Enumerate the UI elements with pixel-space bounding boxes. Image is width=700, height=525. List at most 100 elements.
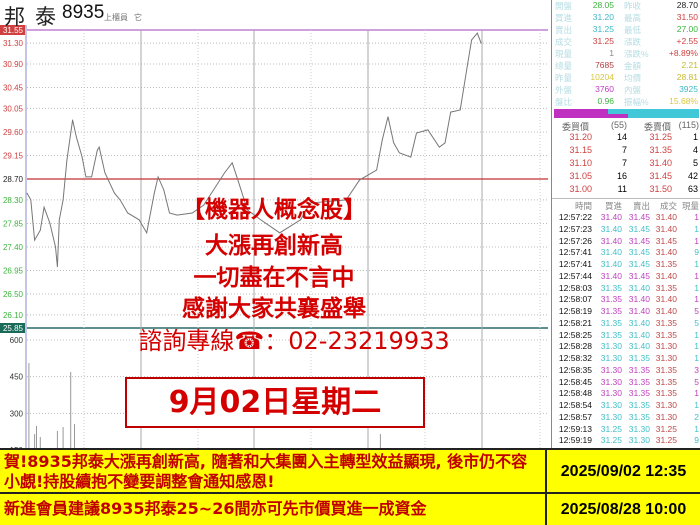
trade-time: 12:57:41 (558, 247, 592, 258)
trade-row[interactable]: 12:59:13 31.25 31.30 31.25 1 (552, 424, 700, 436)
trade-row[interactable]: 12:58:48 31.30 31.35 31.35 1 (552, 388, 700, 400)
trade-row[interactable]: 12:58:35 31.30 31.35 31.35 3 (552, 365, 700, 377)
price-point (163, 189, 165, 191)
trade-row[interactable]: 12:57:26 31.40 31.45 31.45 1 (552, 236, 700, 248)
chart-background (0, 0, 550, 450)
price-point (467, 62, 469, 64)
bid-qty: 11 (617, 184, 627, 194)
quote-value: 3760 (595, 84, 614, 94)
trade-row[interactable]: 12:58:07 31.35 31.40 31.40 1 (552, 294, 700, 306)
quote-row: 總量 7685 金額 2.21 (552, 60, 700, 72)
stock-code: 8935 (62, 2, 105, 23)
quote-label: 最高 (624, 13, 642, 23)
price-point (176, 214, 178, 216)
price-point (57, 266, 58, 268)
price-point (231, 162, 233, 164)
price-point (62, 199, 64, 201)
trade-row[interactable]: 12:57:22 31.40 31.45 31.40 1 (552, 212, 700, 224)
trade-qty: 1 (694, 329, 699, 340)
trade-row[interactable]: 12:58:32 31.30 31.35 31.30 1 (552, 353, 700, 365)
y-tick-label: 30.90 (3, 60, 24, 69)
orderbook-row[interactable]: 31.10 7 31.40 5 (552, 158, 700, 171)
y-tick-label: 29.15 (3, 151, 24, 160)
bid-qty: 7 (621, 158, 627, 168)
trade-ask: 31.45 (628, 259, 650, 269)
quote-value: 31.25 (592, 24, 614, 34)
bid-qty: 16 (616, 171, 627, 181)
y-tick-label: 31.30 (3, 39, 24, 48)
trade-price: 31.30 (655, 353, 677, 363)
trade-time: 12:58:03 (558, 282, 592, 293)
stock-name: 邦泰 (4, 6, 66, 29)
quote-label: 漲跌% (624, 49, 649, 59)
quote-label: 昨量 (555, 73, 573, 83)
price-point (381, 139, 383, 141)
trade-ask: 31.45 (628, 235, 650, 246)
trade-price: 31.40 (655, 247, 677, 258)
trade-row[interactable]: 12:57:41 31.40 31.45 31.40 9 (552, 247, 700, 259)
trade-qty: 9 (694, 435, 699, 446)
price-point (260, 219, 262, 221)
trade-row[interactable]: 12:58:54 31.30 31.35 31.30 1 (552, 400, 700, 412)
trade-bid: 31.40 (600, 259, 622, 269)
overlay-line-2: 大漲再創新高 (205, 233, 343, 259)
orderbook-row[interactable]: 31.05 16 31.45 42 (552, 171, 700, 184)
y-tick-label: 28.70 (3, 175, 24, 184)
price-chart: 31.55 31.30 30.90 30.45 30.05 29.60 29.15 28.70… (0, 0, 550, 450)
orderbook-row[interactable]: 31.20 14 31.25 1 (552, 132, 700, 145)
quote-row: 賣出 31.25 最低 27.00 (552, 24, 700, 36)
trade-row[interactable]: 12:57:44 31.40 31.45 31.40 1 (552, 271, 700, 283)
price-point (96, 149, 98, 151)
trade-ask: 31.40 (628, 329, 650, 340)
trade-price: 31.35 (655, 259, 677, 269)
quote-value: 31.25 (592, 36, 614, 46)
trade-row[interactable]: 12:58:57 31.30 31.35 31.30 2 (552, 412, 700, 424)
trade-qty: 1 (694, 282, 699, 293)
trade-ask: 31.45 (628, 212, 650, 222)
trade-ask: 31.35 (628, 376, 650, 387)
trade-row[interactable]: 12:59:19 31.25 31.30 31.25 9 (552, 435, 700, 447)
trade-row[interactable]: 12:58:45 31.30 31.35 31.35 5 (552, 377, 700, 389)
news-banner: 賀!8935邦泰大漲再創新高, 隨著和大集團入主轉型效益顯現, 後市仍不容小覷!… (0, 448, 700, 525)
trade-time: 12:59:13 (558, 423, 592, 434)
trade-ask: 31.45 (628, 247, 650, 258)
trade-time: 12:57:22 (558, 212, 592, 222)
price-point (119, 199, 121, 201)
trade-row[interactable]: 12:58:21 31.35 31.40 31.35 5 (552, 318, 700, 330)
trade-row[interactable]: 12:58:25 31.35 31.40 31.35 1 (552, 330, 700, 342)
stock-header: 邦泰 8935 上櫃員 它 (0, 0, 550, 29)
y-tick-label: 25.85 (3, 324, 24, 333)
quote-row: 外盤 3760 內盤 3925 (552, 84, 700, 96)
quote-value: 15.68% (669, 96, 698, 106)
trade-bid: 31.30 (600, 353, 622, 363)
trade-ask: 31.40 (628, 306, 650, 316)
trade-row[interactable]: 12:58:03 31.35 31.40 31.35 1 (552, 283, 700, 295)
trade-row[interactable]: 12:58:28 31.30 31.40 31.30 1 (552, 341, 700, 353)
news-message-1[interactable]: 賀!8935邦泰大漲再創新高, 隨著和大集團入主轉型效益顯現, 後市仍不容小覷!… (0, 450, 547, 494)
trade-bid: 31.30 (600, 411, 622, 422)
trade-price: 31.40 (655, 270, 677, 281)
trade-bid: 31.30 (600, 364, 622, 375)
col-deal: 成交 (659, 201, 677, 211)
trade-row[interactable]: 12:57:41 31.40 31.45 31.35 1 (552, 259, 700, 271)
news-message-2[interactable]: 新進會員建議8935邦泰25~26間亦可先市價買進一成資金 (0, 494, 547, 525)
quote-value: 3925 (679, 84, 698, 94)
ask-qty: 63 (687, 184, 698, 194)
orderbook-row[interactable]: 31.15 7 31.35 4 (552, 145, 700, 158)
trade-row[interactable]: 12:58:19 31.35 31.40 31.40 5 (552, 306, 700, 318)
quote-label: 盤比 (555, 97, 573, 107)
trade-price: 31.35 (655, 364, 677, 375)
trade-bid: 31.40 (600, 212, 622, 222)
price-point (114, 192, 115, 194)
orderbook-row[interactable]: 31.00 11 31.50 63 (552, 184, 700, 197)
y-tick-label: 27.85 (3, 219, 24, 228)
trade-row[interactable]: 12:57:23 31.40 31.45 31.40 1 (552, 224, 700, 236)
y-tick-label: 26.95 (3, 266, 24, 275)
bid-qty: 7 (621, 145, 627, 155)
quote-label: 買進 (555, 13, 573, 23)
quote-panel: 開盤 28.05 昨收 28.70 買進 31.20 最高 31.50 賣出 31.25 最低 27.… (551, 0, 700, 448)
bid-qty: 14 (616, 132, 627, 142)
trade-ask: 31.40 (628, 317, 650, 328)
price-point (476, 32, 478, 34)
price-point (376, 169, 377, 171)
